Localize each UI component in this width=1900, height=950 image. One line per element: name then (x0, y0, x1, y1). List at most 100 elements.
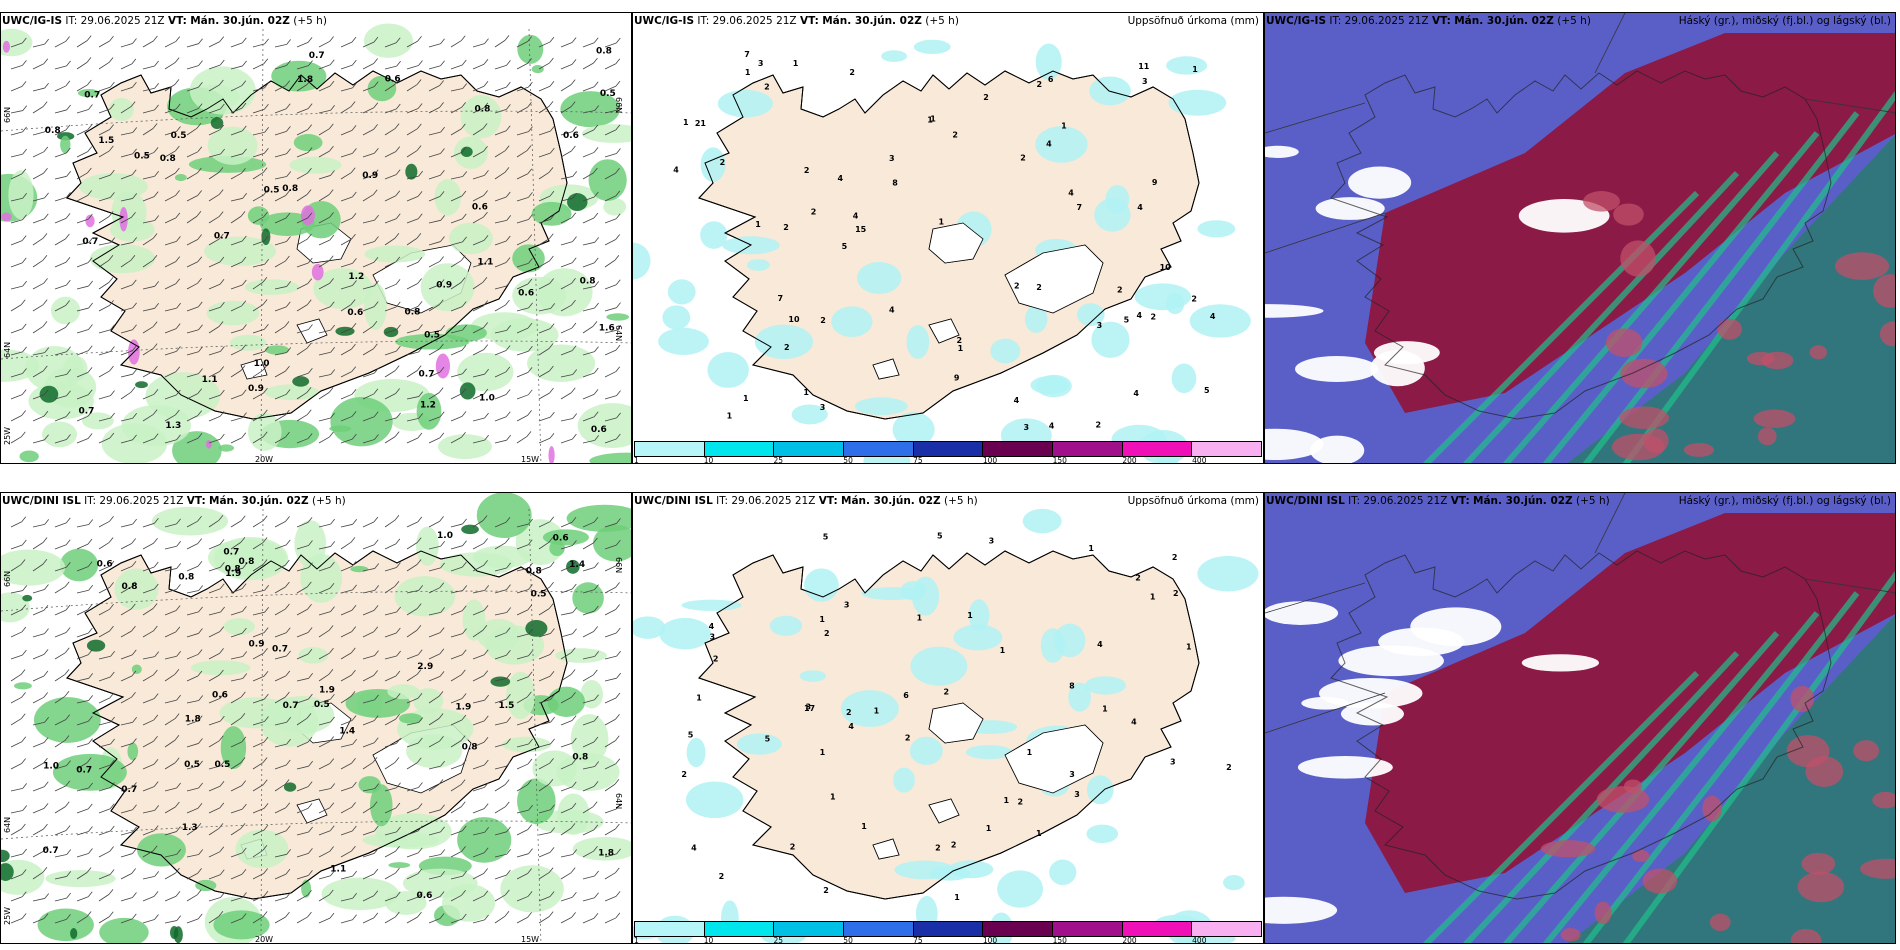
value-label: 0.8 (526, 567, 542, 577)
lat-label-64n: 64N (3, 816, 12, 833)
value-label: 0.5 (171, 131, 187, 141)
value-label: 0.7 (76, 766, 92, 776)
wind-map: 0.5 1.0 0.6 0.6 0.6 0.5 0.7 1.8 0.8 0.6 0.5 0.7 0.9 0… (1, 493, 631, 943)
panel-ig-is-wind: UWC/IG-IS IT: 29.06.2025 21Z VT: Mán. 30… (0, 12, 632, 464)
lon-label-15w: 15W (521, 455, 540, 464)
colorbar-cell (1192, 442, 1262, 456)
value-label: 4 (838, 174, 844, 183)
value-label: 4 (1210, 312, 1216, 321)
panel-field-title: Uppsöfnuð úrkoma (mm) (1127, 15, 1259, 27)
panel-title: UWC/DINI ISL IT: 29.06.2025 21Z VT: Mán.… (1266, 495, 1610, 507)
value-label: 17 (804, 704, 815, 713)
value-label: 0.8 (178, 572, 194, 582)
colorbar-cell (774, 922, 845, 936)
lat-label-66n: 66N (3, 106, 12, 123)
value-label: 0.6 (385, 74, 401, 84)
panel-title: UWC/DINI ISL IT: 29.06.2025 21Z VT: Mán.… (634, 495, 978, 507)
value-label: 9 (1152, 178, 1158, 187)
panel-dini-precip: UWC/DINI ISL IT: 29.06.2025 21Z VT: Mán.… (632, 492, 1264, 944)
value-label: 3 (844, 601, 850, 610)
panel-title: UWC/IG-IS IT: 29.06.2025 21Z VT: Mán. 30… (1266, 15, 1591, 27)
lat-label-66n: 66N (3, 570, 12, 587)
value-label: 0.6 (417, 891, 433, 901)
value-label: 1 (683, 118, 689, 127)
colorbar-tick: 50 (843, 936, 853, 944)
value-label: 2 (1172, 553, 1178, 562)
colorbar-tick: 50 (843, 456, 853, 464)
value-label: 5 (688, 730, 694, 739)
value-label: 3 (1097, 321, 1103, 330)
value-label: 1.5 (498, 701, 514, 711)
value-label: 4 (1014, 396, 1020, 405)
value-label: 0.7 (82, 237, 98, 247)
value-label: 2 (783, 223, 789, 232)
lon-label-20w: 20W (255, 935, 274, 944)
value-label: 1.3 (165, 421, 181, 431)
value-label: 7 (744, 50, 750, 59)
panel-dini-clouds: UWC/DINI ISL IT: 29.06.2025 21Z VT: Mán.… (1264, 492, 1896, 944)
value-label: 4 (853, 211, 859, 220)
value-label: 0.6 (553, 533, 569, 543)
value-label: 4 (1136, 311, 1142, 320)
value-label: 0.5 (214, 760, 230, 770)
colorbar-cell (704, 442, 775, 456)
value-label: 0.5 (531, 590, 547, 600)
value-label: 2 (1036, 283, 1042, 292)
value-label: 2 (1173, 589, 1179, 598)
value-label: 0.6 (472, 203, 488, 213)
value-label: 4 (1131, 718, 1137, 727)
value-label: 0.9 (362, 171, 378, 181)
value-label: 1 (820, 748, 826, 757)
colorbar-tick: 400 (1192, 456, 1207, 464)
value-label: 0.6 (97, 560, 113, 570)
value-label: 3 (758, 59, 764, 68)
value-label: 1 (1102, 704, 1108, 713)
value-label: 2 (719, 872, 725, 881)
value-label: 2 (1014, 281, 1020, 290)
colorbar-tick: 25 (773, 936, 784, 944)
value-label: 0.8 (238, 557, 254, 567)
value-label: 0.9 (248, 384, 264, 394)
value-label: 5 (765, 734, 771, 743)
value-label: 1.0 (437, 531, 453, 541)
lat-label-25w: 25W (3, 906, 12, 925)
value-label: 5 (842, 242, 848, 251)
value-label: 2 (823, 886, 829, 895)
panel-title: UWC/IG-IS IT: 29.06.2025 21Z VT: Mán. 30… (634, 15, 959, 27)
value-label: 1.8 (297, 75, 313, 85)
precip-map: 2211242134234432212122411234729954422111… (633, 39, 1251, 463)
value-label: 1.3 (182, 823, 198, 833)
value-label: 0.6 (563, 131, 579, 141)
value-label: 0.7 (272, 645, 288, 655)
panel-field-title: Háský (gr.), miðský (fj.bl.) og lágský (… (1678, 15, 1891, 27)
value-label: 0.5 (134, 152, 150, 162)
colorbar-cell (635, 922, 705, 936)
value-label: 5 (1124, 316, 1130, 325)
value-label: 2 (905, 734, 911, 743)
value-label: 7 (1076, 203, 1082, 212)
value-label: 6 (903, 691, 909, 700)
value-label: 3 (820, 403, 826, 412)
colorbar-tick: 10 (703, 936, 714, 944)
value-label: 1 (1000, 646, 1006, 655)
value-label: 1.5 (98, 136, 114, 146)
value-label: 2 (1020, 153, 1026, 162)
value-label: 0.6 (212, 690, 228, 700)
value-label: 1 (1003, 796, 1009, 805)
panel-field-title: Uppsöfnuð úrkoma (mm) (1127, 495, 1259, 507)
value-label: 1.8 (598, 848, 614, 858)
value-label: 0.7 (84, 90, 100, 100)
value-label: 0.8 (225, 565, 241, 575)
right-lat-64n: 64N (614, 793, 623, 810)
colorbar-cell (704, 922, 775, 936)
value-label: 2 (1036, 80, 1042, 89)
value-label: 1 (939, 218, 945, 227)
value-label: 1.6 (599, 323, 615, 333)
panel-title: UWC/IG-IS IT: 29.06.2025 21Z VT: Mán. 30… (2, 15, 327, 27)
value-label: 2 (1017, 797, 1023, 806)
colorbar-cell (913, 922, 984, 936)
value-label: 1 (819, 615, 825, 624)
value-label: 2.9 (417, 662, 433, 672)
value-label: 4 (673, 166, 679, 175)
value-label: 1.9 (225, 569, 241, 579)
